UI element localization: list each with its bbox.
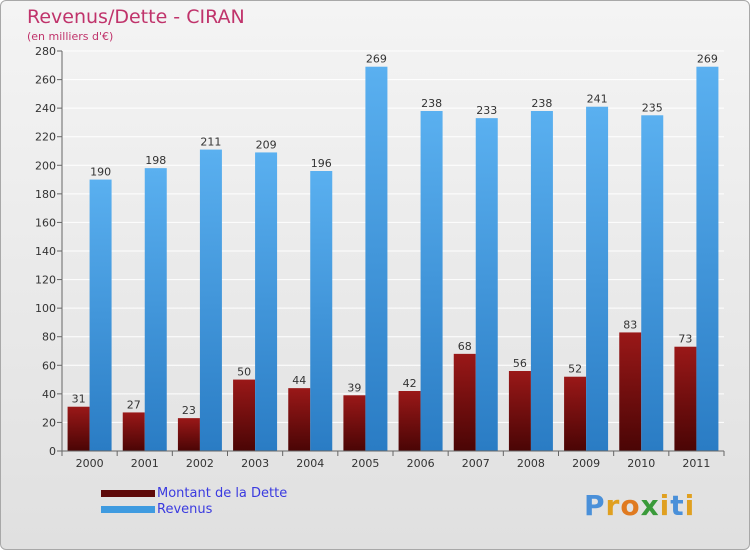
y-tick-label: 240 <box>35 102 56 115</box>
logo-letter: P <box>584 489 606 522</box>
x-tick-label: 2007 <box>462 457 490 470</box>
bar-revenus <box>530 111 553 451</box>
bar-dette <box>343 395 366 451</box>
data-label-dette: 83 <box>623 318 637 331</box>
data-label-dette: 50 <box>237 366 251 379</box>
data-label-dette: 42 <box>403 377 417 390</box>
bar-revenus <box>365 66 388 451</box>
y-tick-label: 260 <box>35 74 56 87</box>
x-tick-label: 2000 <box>76 457 104 470</box>
bar-dette <box>508 371 531 451</box>
x-tick-label: 2008 <box>517 457 545 470</box>
data-label-dette: 39 <box>347 381 361 394</box>
y-tick-label: 20 <box>42 416 56 429</box>
legend-label-revenus: Revenus <box>157 502 213 517</box>
y-tick-label: 180 <box>35 188 56 201</box>
bar-dette <box>67 406 90 451</box>
bar-dette <box>619 332 642 451</box>
data-labels: 31 190 27 198 23 211 50 209 44 196 39 269 42 238 68 233… <box>72 53 718 417</box>
x-tick-label: 2004 <box>296 457 324 470</box>
data-label-dette: 73 <box>678 333 692 346</box>
x-tick-label: 2005 <box>351 457 379 470</box>
bar-dette <box>564 376 587 451</box>
y-tick-label: 200 <box>35 159 56 172</box>
y-tick-label: 220 <box>35 131 56 144</box>
data-label-revenus: 269 <box>366 53 387 66</box>
data-label-revenus: 238 <box>531 97 552 110</box>
bar-dette <box>177 418 200 451</box>
logo-letter: t <box>670 489 685 522</box>
data-label-revenus: 190 <box>90 166 111 179</box>
x-tick-label: 2009 <box>572 457 600 470</box>
data-label-revenus: 238 <box>421 97 442 110</box>
data-label-revenus: 209 <box>256 138 277 151</box>
data-label-dette: 31 <box>72 393 86 406</box>
data-label-dette: 27 <box>127 398 141 411</box>
data-label-revenus: 269 <box>697 53 718 66</box>
bar-revenus <box>475 118 498 452</box>
proxiti-logo: Proxiti <box>584 489 695 522</box>
data-label-revenus: 196 <box>311 157 332 170</box>
data-label-dette: 68 <box>458 340 472 353</box>
data-label-revenus: 241 <box>587 93 608 106</box>
logo-letter: x <box>640 489 660 522</box>
bar-revenus <box>310 171 333 451</box>
logo-letter: o <box>620 489 641 522</box>
bar-dette <box>122 412 145 451</box>
data-label-revenus: 235 <box>642 101 663 114</box>
bar-dette <box>674 346 697 451</box>
bar-revenus <box>199 149 222 452</box>
bar-revenus <box>420 111 443 451</box>
x-tick-label: 2003 <box>241 457 269 470</box>
data-label-dette: 44 <box>292 374 306 387</box>
legend-swatch-revenus <box>101 506 155 513</box>
x-tick-label: 2002 <box>186 457 214 470</box>
bar-dette <box>398 391 421 451</box>
logo-letter: i <box>659 489 671 522</box>
data-label-dette: 52 <box>568 363 582 376</box>
x-tick-label: 2011 <box>682 457 710 470</box>
bar-revenus <box>144 168 167 451</box>
bar-revenus <box>586 106 609 451</box>
chart-title: Revenus/Dette - CIRAN <box>27 6 245 28</box>
bar-revenus <box>641 115 664 452</box>
y-tick-label: 120 <box>35 274 56 287</box>
x-tick-label: 2010 <box>627 457 655 470</box>
y-tick-label: 80 <box>42 331 56 344</box>
logo-letter: i <box>684 489 696 522</box>
y-tick-label: 140 <box>35 245 56 258</box>
bar-revenus <box>255 152 278 451</box>
x-tick-label: 2001 <box>131 457 159 470</box>
y-tick-label: 280 <box>35 45 56 58</box>
data-label-dette: 56 <box>513 357 527 370</box>
data-label-revenus: 233 <box>476 104 497 117</box>
legend-swatch-dette <box>101 490 155 497</box>
grid-lines <box>62 50 724 452</box>
data-label-revenus: 198 <box>145 154 166 167</box>
data-label-dette: 23 <box>182 404 196 417</box>
bar-dette <box>288 388 311 451</box>
x-tick-label: 2006 <box>407 457 435 470</box>
bar-dette <box>453 353 476 451</box>
data-label-revenus: 211 <box>200 136 221 149</box>
y-tick-label: 40 <box>42 388 56 401</box>
chart-subtitle: (en milliers d'€) <box>27 30 114 43</box>
y-axis-ticks: 0 20 40 60 80 100 120 140 160 180 200 220 240 260 280 <box>35 45 63 458</box>
logo-letter: r <box>605 489 621 522</box>
bar-revenus <box>89 179 112 452</box>
bar-revenus <box>696 66 719 451</box>
x-axis-ticks: 2000 2001 2002 2003 2004 2005 2006 2007 2008 2009… <box>61 450 725 470</box>
y-tick-label: 160 <box>35 216 56 229</box>
y-tick-label: 0 <box>49 445 56 458</box>
y-tick-label: 100 <box>35 302 56 315</box>
y-tick-label: 60 <box>42 359 56 372</box>
bar-dette <box>233 379 256 451</box>
bars <box>67 66 719 452</box>
legend-label-dette: Montant de la Dette <box>157 486 288 501</box>
